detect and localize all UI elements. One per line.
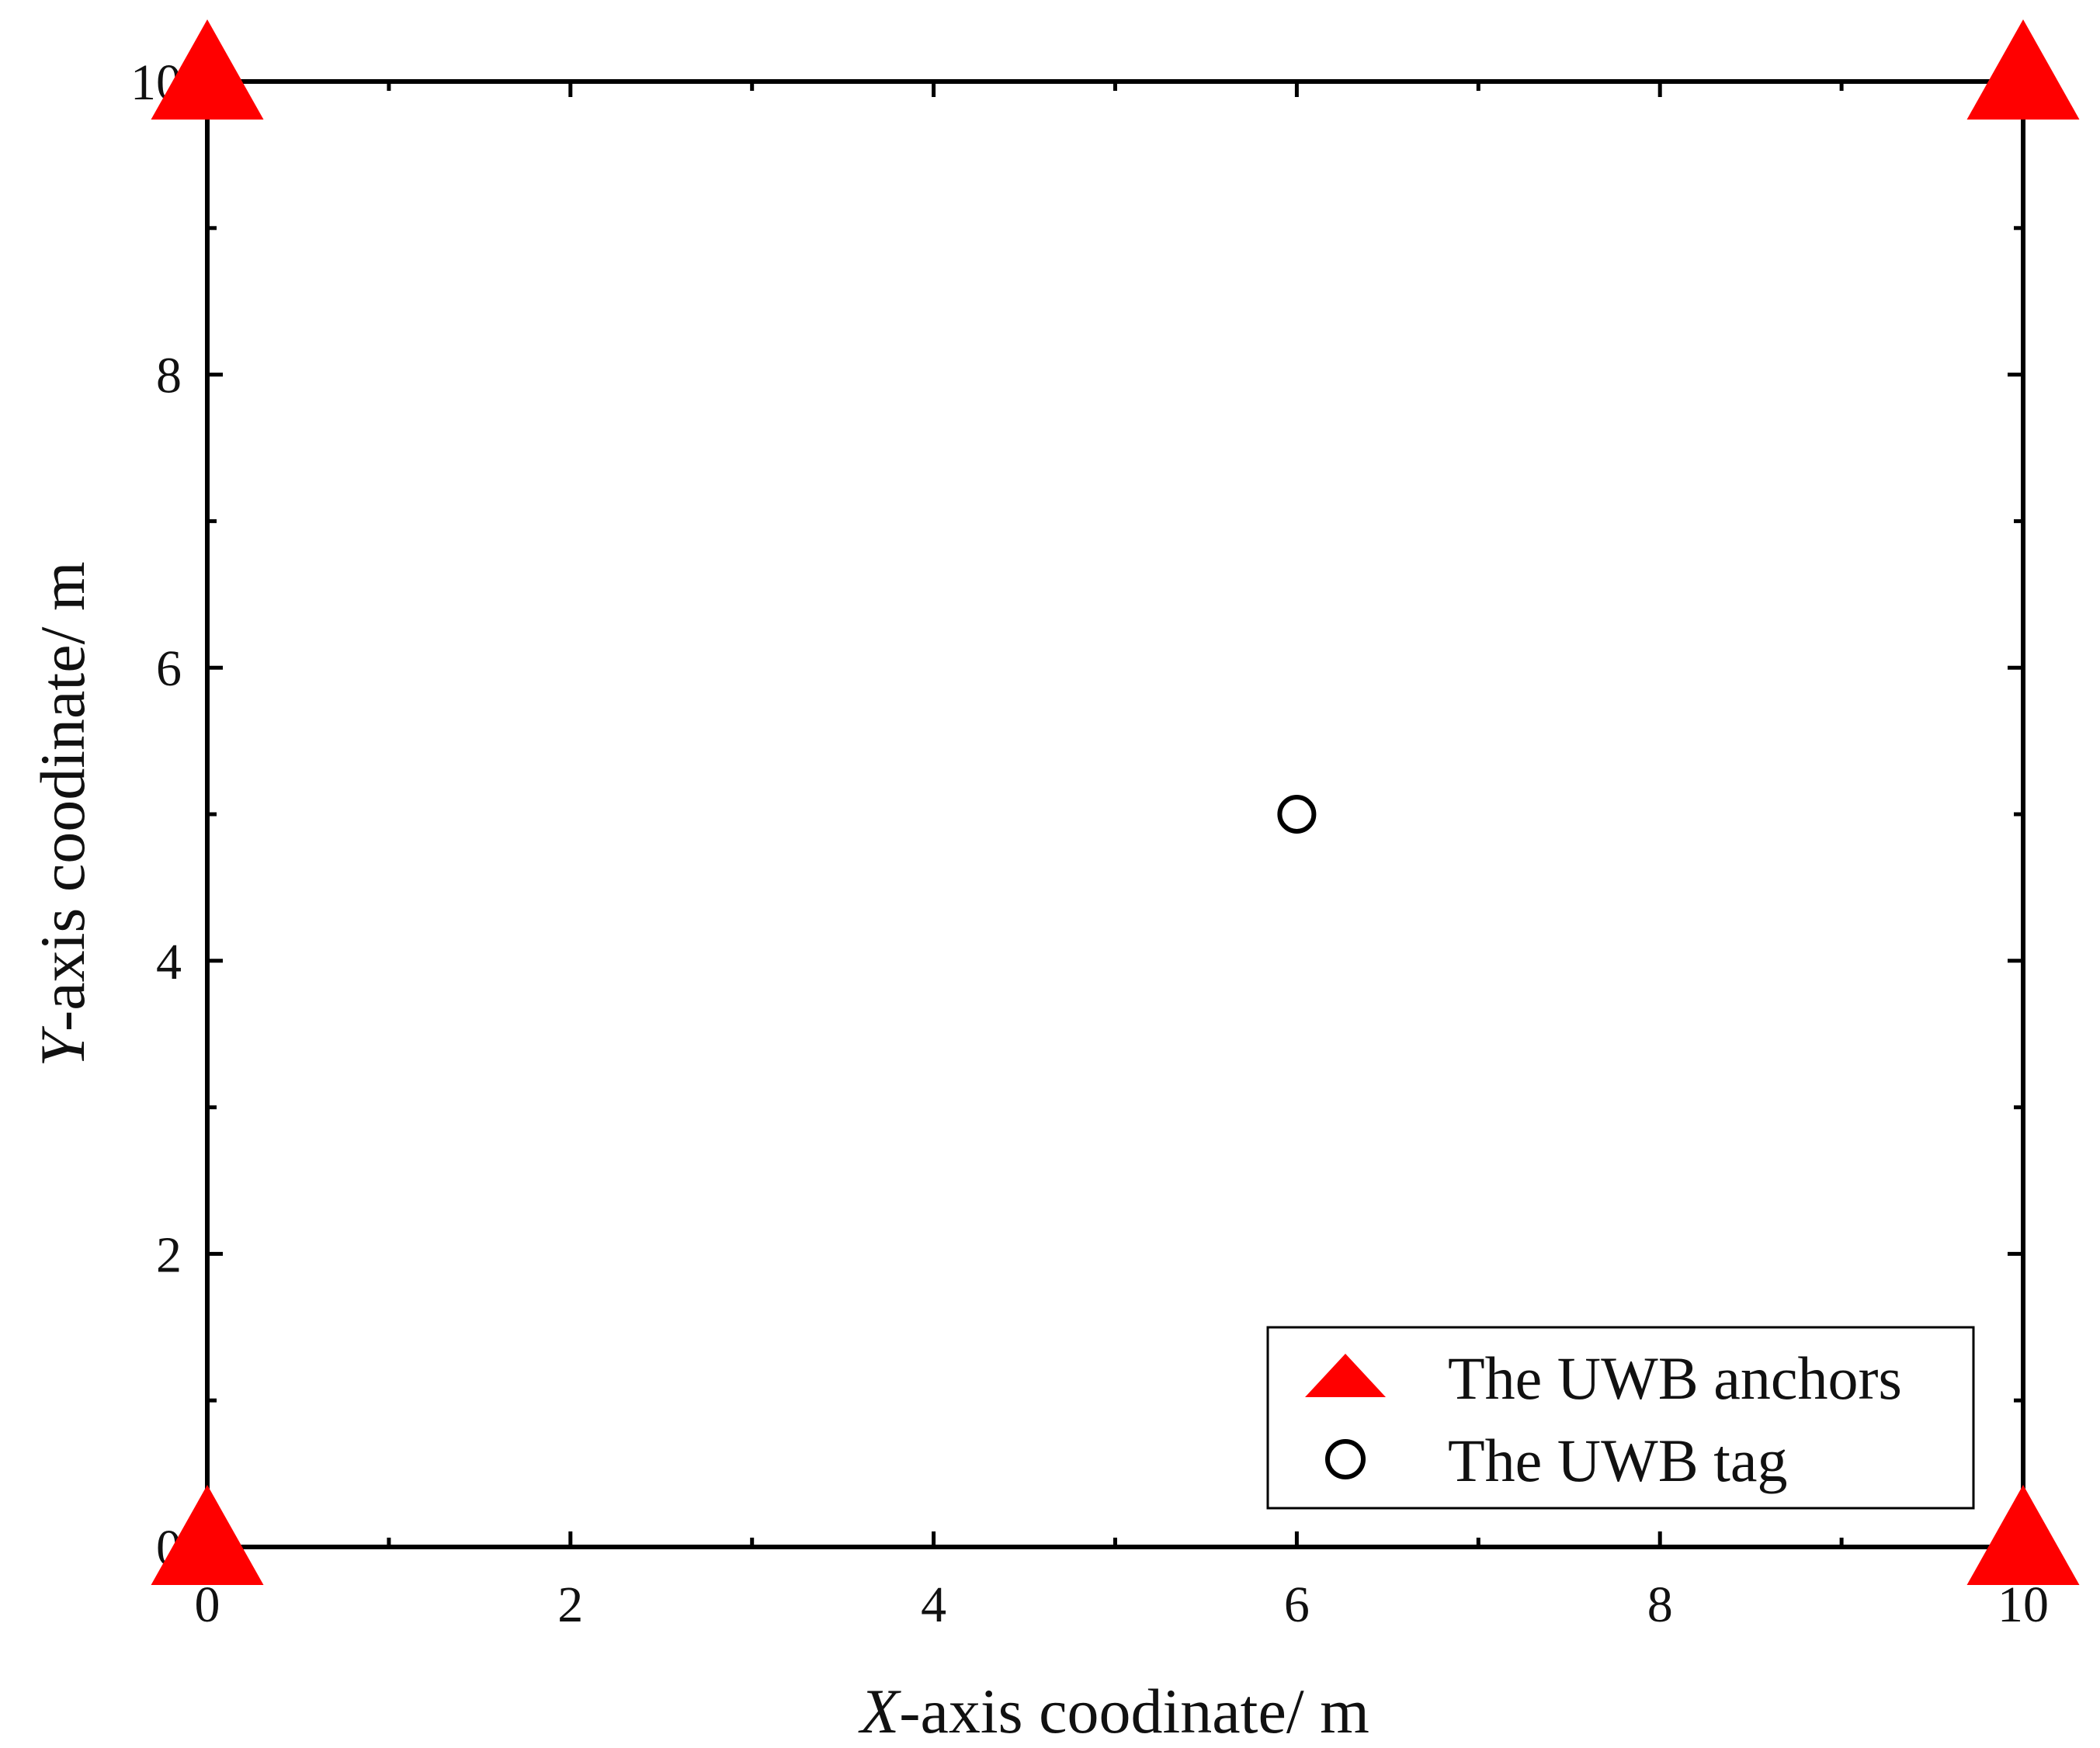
x-tick-label: 4 (921, 1576, 946, 1633)
anchor-point (151, 1485, 264, 1586)
tag-point (1277, 795, 1317, 834)
y-axis-title-rest: -axis coodinate/ m (27, 561, 98, 1032)
plot-frame (205, 79, 2025, 1549)
anchor-point (151, 19, 264, 120)
x-tick-label: 6 (1284, 1576, 1310, 1633)
legend-anchor-label: The UWB anchors (1448, 1344, 1902, 1412)
y-axis-title-italic: Y (27, 1026, 98, 1067)
marks-layer (151, 19, 2080, 1586)
legend-tag-marker (1325, 1439, 1366, 1479)
x-tick-label: 0 (195, 1576, 220, 1633)
y-tick-label: 4 (156, 934, 182, 990)
x-axis-title: X-axis coodinate/ m (858, 1676, 1369, 1744)
anchor-point (1966, 19, 2080, 120)
y-tick-label: 8 (156, 348, 182, 404)
legend-tag-label: The UWB tag (1448, 1427, 1788, 1494)
x-axis-title-rest: -axis coodinate/ m (899, 1676, 1369, 1744)
anchor-point (1966, 1485, 2080, 1586)
y-tick-label: 6 (156, 640, 182, 697)
y-tick-label: 2 (156, 1226, 182, 1283)
legend-anchor-marker (1305, 1354, 1386, 1397)
legend-box (1266, 1326, 1975, 1510)
y-axis-title: Y-axis coodinate/ m (27, 561, 98, 1066)
x-tick-label: 10 (1998, 1576, 2049, 1633)
legend: The UWB anchors The UWB tag (1266, 1326, 1975, 1510)
x-tick-label: 2 (557, 1576, 583, 1633)
x-tick-label: 8 (1647, 1576, 1673, 1633)
x-axis-title-italic: X (858, 1676, 901, 1744)
